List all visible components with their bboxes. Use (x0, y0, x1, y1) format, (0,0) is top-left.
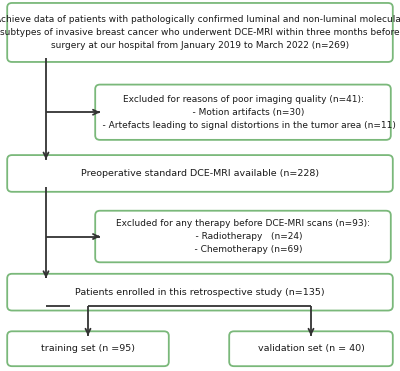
Text: training set (n =95): training set (n =95) (41, 344, 135, 353)
FancyBboxPatch shape (7, 331, 169, 366)
FancyBboxPatch shape (7, 274, 393, 311)
Text: Excluded for reasons of poor imaging quality (n=41):
    - Motion artifacts (n=3: Excluded for reasons of poor imaging qua… (90, 95, 396, 130)
Text: Preoperative standard DCE-MRI available (n=228): Preoperative standard DCE-MRI available … (81, 169, 319, 178)
FancyBboxPatch shape (7, 155, 393, 192)
FancyBboxPatch shape (229, 331, 393, 366)
Text: validation set (n = 40): validation set (n = 40) (258, 344, 364, 353)
Text: Achieve data of patients with pathologically confirmed luminal and non-luminal m: Achieve data of patients with pathologic… (0, 15, 400, 50)
Text: Excluded for any therapy before DCE-MRI scans (n=93):
    - Radiotherapy   (n=24: Excluded for any therapy before DCE-MRI … (116, 219, 370, 254)
FancyBboxPatch shape (95, 211, 391, 262)
FancyBboxPatch shape (95, 85, 391, 140)
Text: Patients enrolled in this retrospective study (n=135): Patients enrolled in this retrospective … (75, 288, 325, 297)
FancyBboxPatch shape (7, 3, 393, 62)
